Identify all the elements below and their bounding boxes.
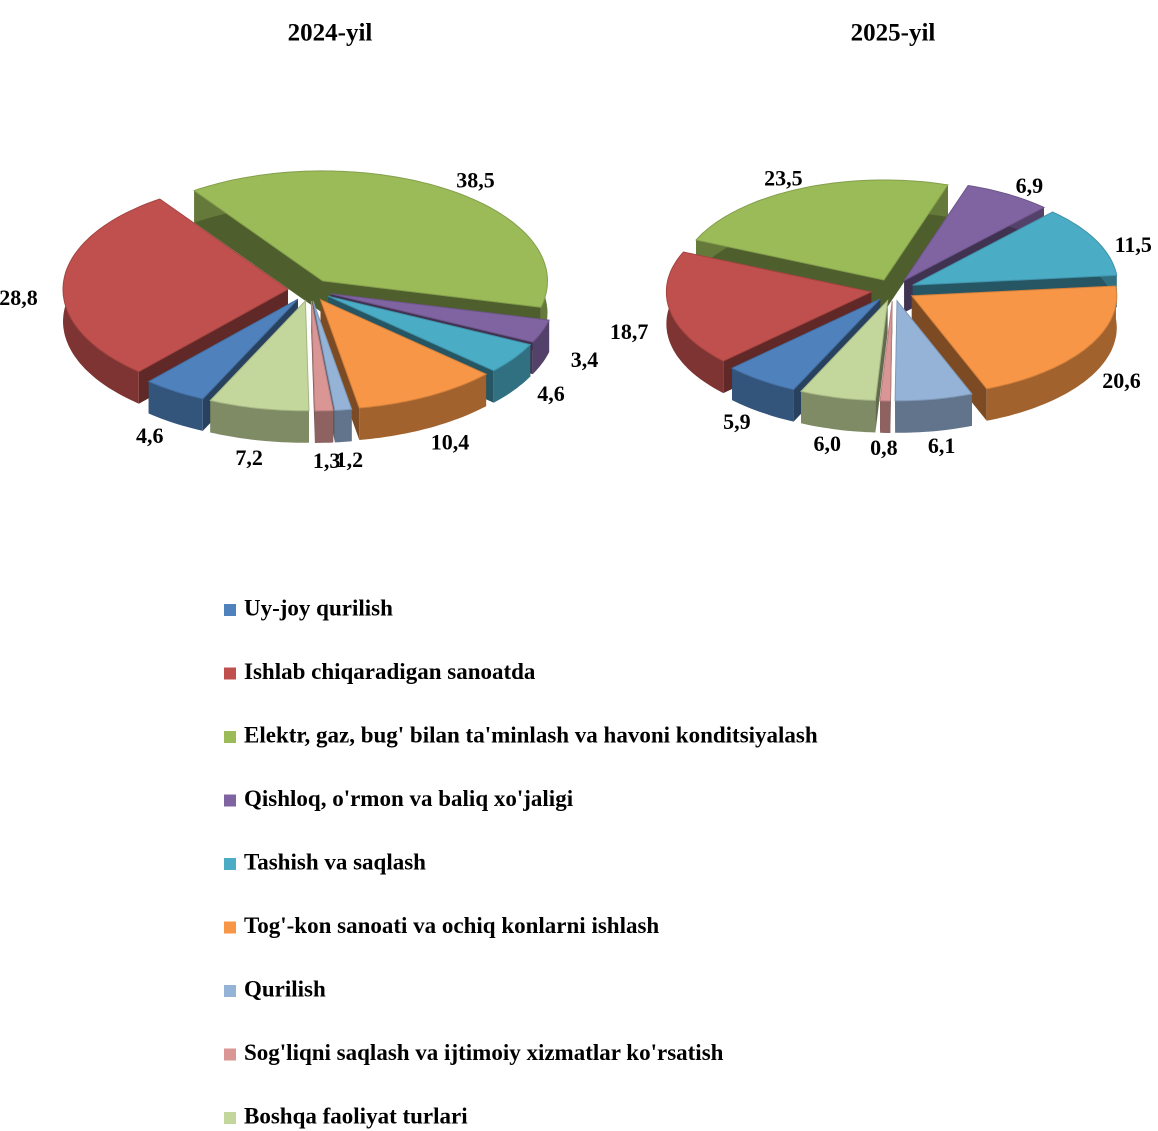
slice-side xyxy=(493,344,531,403)
slice-side xyxy=(210,400,309,443)
legend-swatch xyxy=(224,1048,236,1061)
data-label: 38,5 xyxy=(456,167,495,192)
slice-side xyxy=(194,190,323,313)
slice xyxy=(695,179,949,281)
slice-side xyxy=(532,320,550,375)
slice-side xyxy=(884,184,948,312)
legend-label: Elektr, gaz, bug' bilan ta'minlash va ha… xyxy=(244,722,818,747)
data-label: 10,4 xyxy=(431,429,470,454)
data-label: 3,4 xyxy=(571,347,599,372)
slice xyxy=(903,184,1046,281)
data-label: 6,0 xyxy=(814,431,842,456)
slice xyxy=(209,299,310,412)
data-label: 11,5 xyxy=(1115,232,1152,257)
slice xyxy=(319,298,488,409)
legend-swatch xyxy=(224,731,236,743)
slice-side xyxy=(895,393,972,433)
legend-swatch xyxy=(224,985,236,997)
legend-swatch xyxy=(224,794,236,807)
slice-side xyxy=(359,374,487,440)
data-label: 18,7 xyxy=(610,319,649,344)
data-label: 6,1 xyxy=(928,433,956,458)
chart-title: 2024-yil xyxy=(288,20,373,47)
slice-side xyxy=(732,368,794,422)
slice xyxy=(894,299,973,402)
legend-label: Boshqa faoliyat turlari xyxy=(244,1103,468,1128)
data-label: 4,6 xyxy=(136,423,164,448)
chart-title: 2025-yil xyxy=(851,20,936,47)
slice xyxy=(800,299,889,402)
data-label: 5,9 xyxy=(723,409,751,434)
slice-side xyxy=(148,381,203,431)
data-label: 7,2 xyxy=(235,445,263,470)
legend-label: Sog'liqni saqlash va ijtimoiy xizmatlar … xyxy=(244,1040,724,1065)
legend-swatch xyxy=(224,921,236,934)
data-label: 0,8 xyxy=(870,435,898,460)
slice xyxy=(730,298,881,391)
legend-label: Qurilish xyxy=(244,976,326,1001)
slice xyxy=(665,251,873,362)
slice xyxy=(193,170,549,308)
slice-side xyxy=(880,400,891,433)
slice xyxy=(312,300,353,411)
legend-label: Tashish va saqlash xyxy=(244,849,426,874)
slice xyxy=(910,285,1118,390)
data-label: 23,5 xyxy=(764,166,803,191)
data-label: 4,6 xyxy=(537,381,565,406)
legend-swatch xyxy=(224,604,236,616)
slice-side xyxy=(986,286,1117,421)
legend-label: Uy-joy qurilish xyxy=(244,595,393,620)
legend-label: Tog'-kon sanoati va ochiq konlarni ishla… xyxy=(244,913,659,938)
slice xyxy=(912,211,1118,286)
data-label: 28,8 xyxy=(0,285,38,310)
legend-label: Ishlab chiqaradigan sanoatda xyxy=(244,659,536,684)
slice xyxy=(879,300,893,402)
slice xyxy=(62,198,289,373)
slice xyxy=(327,295,532,372)
slice-side xyxy=(334,409,352,443)
data-label: 1,3 xyxy=(313,448,341,473)
slice-side xyxy=(314,410,334,443)
slice-side xyxy=(801,391,876,433)
data-label: 6,9 xyxy=(1016,173,1044,198)
slice xyxy=(330,293,550,343)
legend-swatch xyxy=(224,667,236,680)
data-label: 20,6 xyxy=(1102,368,1141,393)
data-label: 1,2 xyxy=(336,447,364,472)
legend-swatch xyxy=(224,858,236,870)
slice xyxy=(310,300,334,412)
legend-label: Qishloq, o'rmon va baliq xo'jaligi xyxy=(244,786,574,811)
legend-swatch xyxy=(224,1112,236,1124)
slice xyxy=(147,298,299,400)
